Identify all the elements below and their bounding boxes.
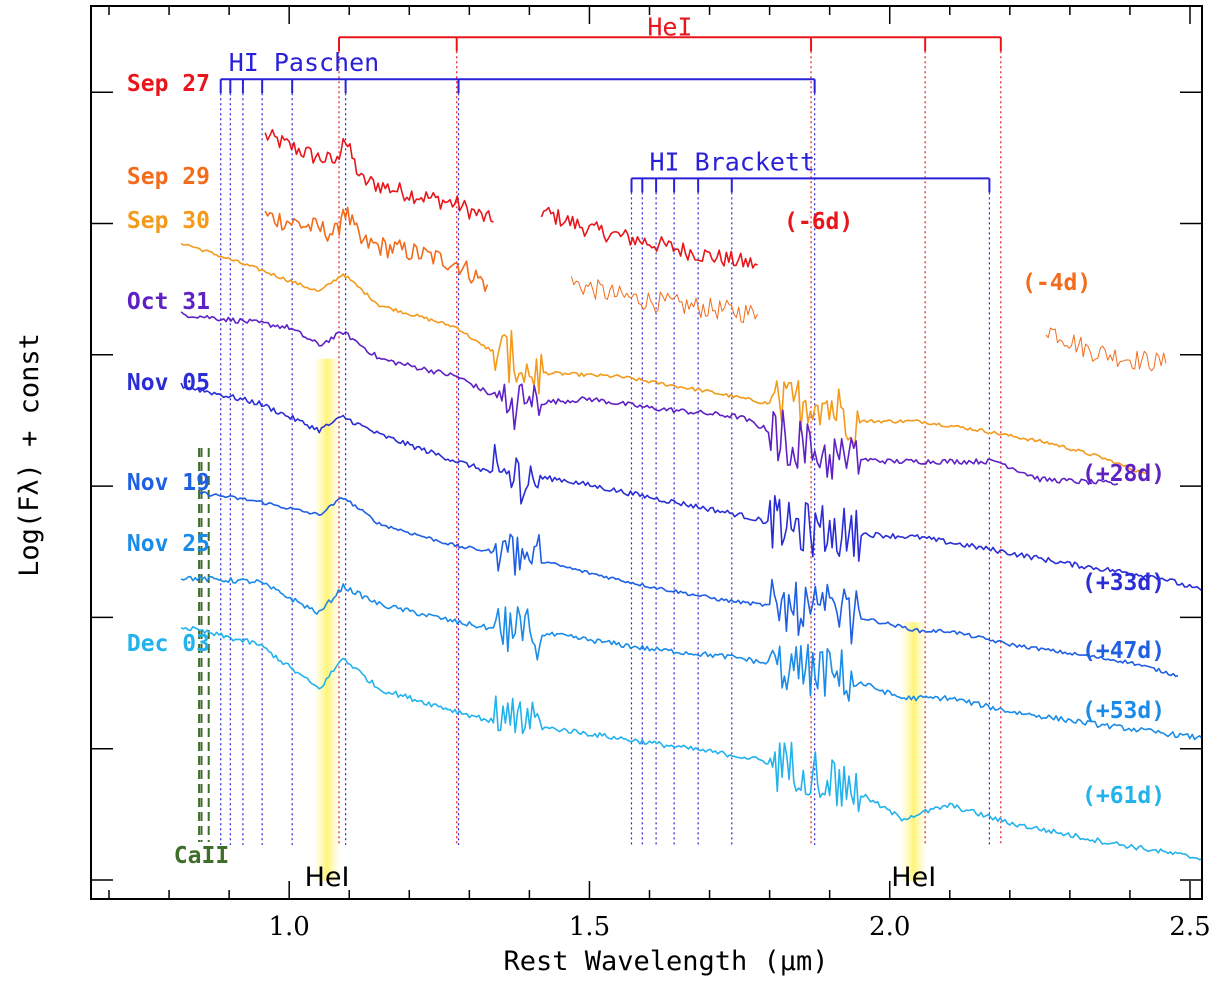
series-line-sep-27 (264, 128, 494, 223)
series-label-sep-27: Sep 27 (127, 71, 210, 97)
x-tick-label: 1.0 (268, 912, 309, 942)
plot-frame (90, 5, 1203, 900)
series-phase-label-nov-25: (+53d) (1082, 698, 1165, 724)
series-label-nov-05: Nov 05 (127, 370, 210, 396)
series-line-nov-25 (180, 575, 1203, 741)
marker-label: HI Paschen (229, 48, 380, 77)
series-line-sep-29 (264, 206, 489, 293)
series-label-nov-19: Nov 19 (127, 470, 210, 496)
highlight-band-label: HeI (305, 862, 350, 893)
x-tick-label: 2.5 (1169, 912, 1210, 942)
y-axis-title: Log(Fλ) + const (14, 333, 45, 577)
series-line-nov-19 (198, 491, 1179, 678)
series-label-nov-25: Nov 25 (127, 531, 210, 557)
series-line-sep-27 (540, 206, 758, 269)
series-line-nov-05 (180, 382, 1203, 592)
series-phase-label-nov-05: (+33d) (1082, 570, 1165, 596)
series-phase-label-nov-19: (+47d) (1082, 638, 1165, 664)
series-phase-label-sep-29: (-4d) (1022, 270, 1091, 296)
series-line-sep-29 (570, 276, 759, 324)
x-tick-label: 1.5 (569, 912, 610, 942)
series-line-dec-03 (180, 625, 1203, 861)
marker-label: HeI (647, 12, 692, 41)
marker-label: HI Brackett (649, 147, 815, 176)
series-phase-label-sep-27: (-6d) (784, 209, 853, 235)
series-line-sep-29 (1045, 327, 1167, 372)
x-tick-label: 2.0 (869, 912, 910, 942)
highlight-band (901, 622, 926, 882)
series-phase-label-dec-03: (+61d) (1082, 783, 1165, 809)
series-phase-label-oct-31: (+28d) (1082, 461, 1165, 487)
series-label-sep-30: Sep 30 (127, 208, 210, 234)
series-label-oct-31: Oct 31 (127, 289, 210, 315)
series-line-oct-31 (180, 311, 1119, 486)
series-label-sep-29: Sep 29 (127, 164, 210, 190)
series-label-dec-03: Dec 03 (127, 631, 210, 657)
highlight-band-label: HeI (891, 862, 936, 893)
x-axis-title: Rest Wavelength (μm) (503, 946, 828, 977)
series-line-sep-30 (180, 242, 1149, 476)
highlight-band (315, 358, 340, 882)
marker-label: CaII (174, 843, 229, 869)
